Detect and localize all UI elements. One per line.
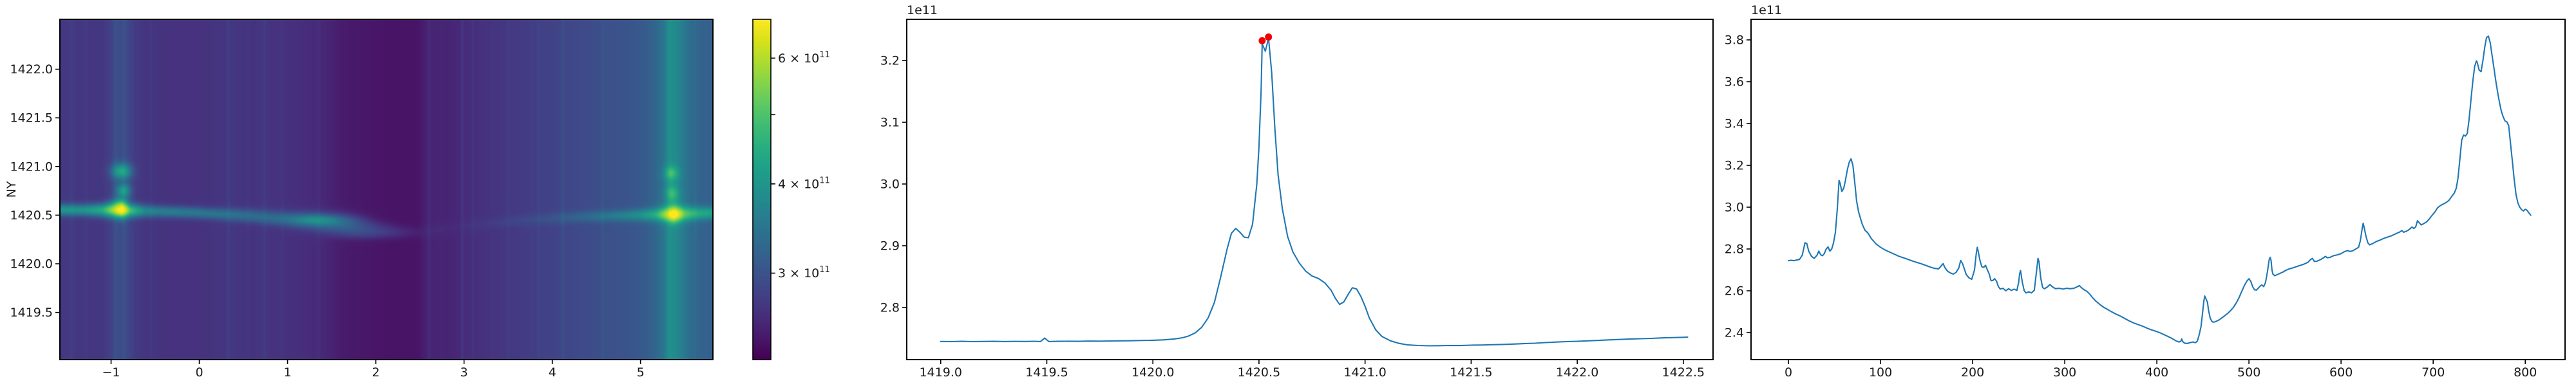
x-tick-label: 200 [1961, 365, 1984, 380]
y-tick-label: 3.8 [1725, 33, 1744, 48]
y-tick-label: 1420.5 [10, 208, 53, 223]
x-tick-label: 400 [2145, 365, 2168, 380]
x-tick-label: 1421.5 [1450, 365, 1492, 380]
series-line [1788, 35, 2532, 344]
x-tick-label: 300 [2053, 365, 2076, 380]
x-tick-label: 2 [372, 365, 380, 380]
x-tick-label: 700 [2421, 365, 2445, 380]
x-tick-label: 0 [195, 365, 203, 380]
plot-spine [59, 19, 714, 360]
y-tick-label: 2.4 [1725, 326, 1744, 340]
y-tick-label: 3.4 [1725, 117, 1744, 131]
colorbar-tick-label-exponent: 11 [819, 176, 830, 185]
x-tick-label: 1420.5 [1238, 365, 1280, 380]
x-tick-label: 0 [1785, 365, 1792, 380]
x-tick-label: 1419.5 [1025, 365, 1068, 380]
colorbar-tick-label: 4 × 1011 [778, 176, 830, 191]
axis-offset-label: 1e11 [1751, 3, 1782, 17]
x-tick-label: 100 [1869, 365, 1892, 380]
x-tick-label: 4 [549, 365, 556, 380]
y-tick-label: 1419.5 [10, 306, 53, 320]
plot-spine [906, 19, 1714, 360]
y-tick-label: 3.0 [1725, 201, 1744, 215]
series-line [940, 37, 1689, 347]
colorbar-gradient [753, 19, 771, 360]
colorbar-tick-label-base: 6 × 10 [778, 51, 819, 66]
y-tick-label: 1421.0 [10, 160, 53, 174]
y-tick-label: 3.1 [880, 116, 900, 130]
heatmap-image [60, 19, 713, 360]
y-axis-label: NY [5, 181, 19, 198]
colorbar-tick-label-base: 4 × 10 [778, 177, 819, 191]
y-tick-label: 3.0 [880, 178, 900, 192]
x-tick-label: 500 [2237, 365, 2260, 380]
y-tick-label: 3.2 [1725, 159, 1744, 173]
y-tick-label: 2.8 [1725, 243, 1744, 257]
x-tick-label: 1422.0 [1556, 365, 1598, 380]
peak-marker-dot [1258, 37, 1266, 44]
colorbar-tick-label: 3 × 1011 [778, 265, 830, 280]
y-tick-label: 1420.0 [10, 257, 53, 271]
x-tick-label: 1420.0 [1132, 365, 1174, 380]
x-tick-label: 1421.0 [1343, 365, 1386, 380]
colorbar-tick-label: 6 × 1011 [778, 50, 830, 66]
y-tick-label: 2.9 [880, 239, 900, 253]
axis-offset-label: 1e11 [907, 3, 938, 17]
y-tick-label: 1422.0 [10, 62, 53, 77]
x-tick-label: 1419.0 [919, 365, 961, 380]
y-tick-label: 3.2 [880, 54, 900, 68]
colorbar-tick-label-exponent: 11 [819, 50, 830, 60]
y-tick-label: 1421.5 [10, 111, 53, 125]
x-tick-label: 800 [2514, 365, 2537, 380]
x-tick-label: 1 [283, 365, 291, 380]
x-tick-label: 600 [2329, 365, 2353, 380]
peak-marker-dot [1265, 33, 1273, 41]
x-tick-label: −1 [102, 365, 120, 380]
y-tick-label: 2.6 [1725, 284, 1744, 299]
colorbar-outline [752, 19, 772, 360]
colorbar-tick-label-base: 3 × 10 [778, 266, 819, 280]
x-tick-label: 5 [637, 365, 645, 380]
y-tick-label: 3.6 [1725, 75, 1744, 89]
plot-spine [1750, 19, 2566, 360]
colorbar-tick-label-exponent: 11 [819, 265, 830, 275]
y-tick-label: 2.8 [880, 300, 900, 315]
x-tick-label: 3 [460, 365, 468, 380]
x-tick-label: 1422.5 [1662, 365, 1705, 380]
